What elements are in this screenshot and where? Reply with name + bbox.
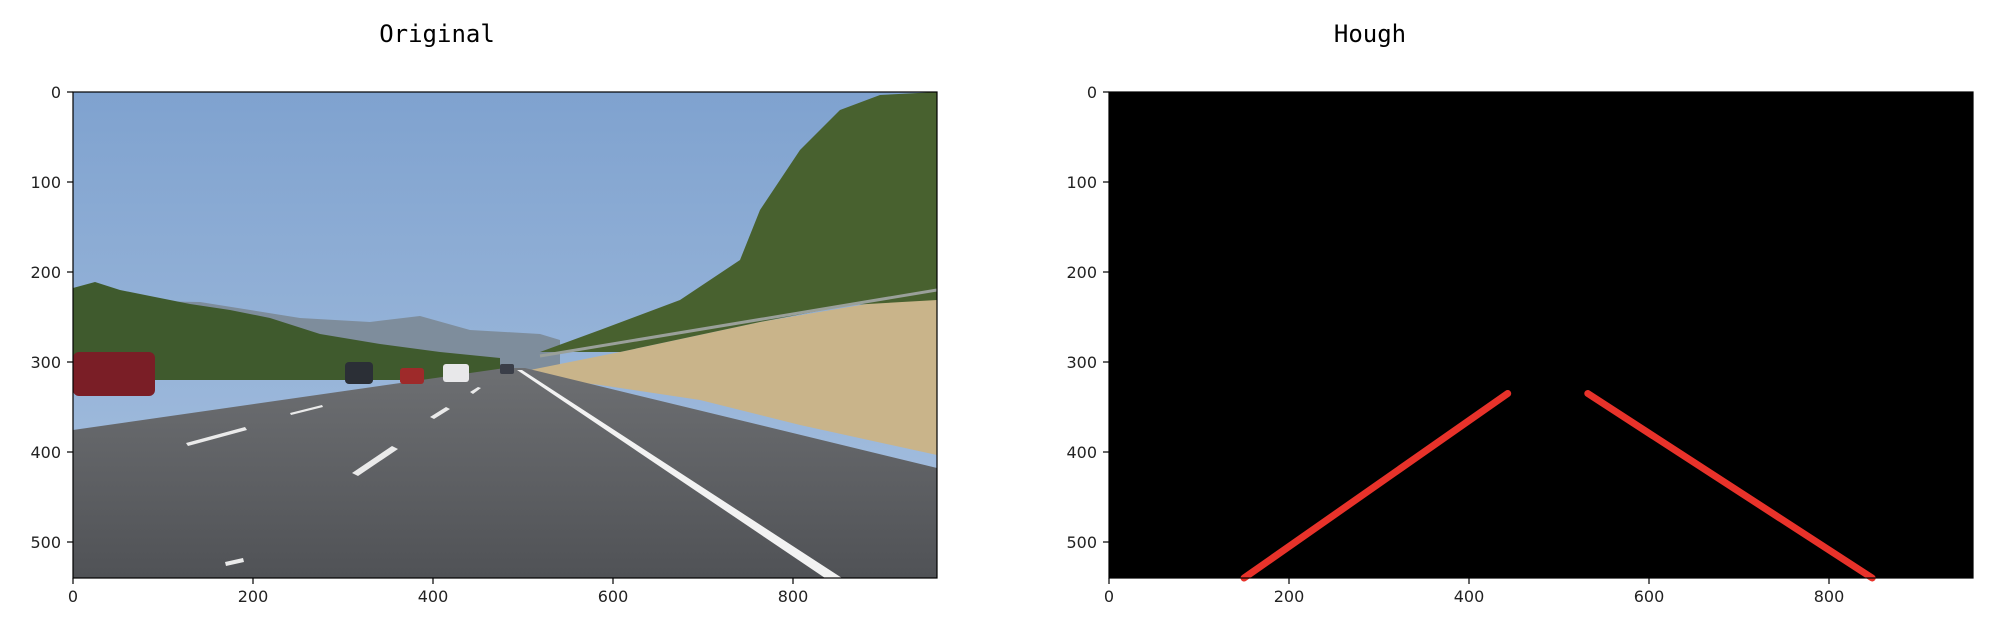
photo-road-scene — [73, 92, 937, 578]
x-tick-label: 400 — [418, 587, 449, 606]
y-tick-label: 0 — [51, 83, 61, 102]
y-tick-label: 300 — [1066, 353, 1097, 372]
road — [73, 368, 937, 578]
hough-line-right — [1584, 390, 1876, 582]
grass-right — [520, 292, 937, 455]
car-red — [400, 368, 424, 384]
x-tick-label: 600 — [598, 587, 629, 606]
x-tick-label: 600 — [1634, 587, 1665, 606]
car-white — [443, 364, 469, 382]
y-tick-label: 300 — [30, 353, 61, 372]
ticks-original: 0 200 400 600 800 0 100 200 300 400 500 — [30, 83, 808, 606]
panel-title-original: Original — [379, 20, 495, 48]
x-tick-label: 0 — [1104, 587, 1114, 606]
panel-hough: Hough 0 200 400 600 800 0 100 200 300 400 500 — [1066, 20, 1974, 606]
hough-image-background — [1109, 92, 1973, 578]
x-tick-label: 0 — [68, 587, 78, 606]
x-tick-label: 800 — [1814, 587, 1845, 606]
panel-original: Original — [30, 20, 938, 606]
car-dark — [345, 362, 373, 384]
fence — [539, 288, 937, 358]
x-tick-label: 800 — [778, 587, 809, 606]
hough-lines — [1240, 390, 1876, 582]
y-tick-label: 100 — [1066, 173, 1097, 192]
y-tick-label: 400 — [1066, 443, 1097, 462]
trees-left — [73, 282, 500, 380]
car-red-left — [73, 352, 155, 396]
panel-title-hough: Hough — [1334, 20, 1406, 48]
y-tick-label: 400 — [30, 443, 61, 462]
y-tick-label: 500 — [30, 533, 61, 552]
x-tick-label: 200 — [1274, 587, 1305, 606]
trees-right — [540, 92, 937, 352]
axes-frame-original — [72, 91, 938, 579]
axes-frame-hough — [1108, 91, 1974, 579]
x-tick-label: 200 — [238, 587, 269, 606]
y-tick-label: 500 — [1066, 533, 1097, 552]
y-tick-label: 0 — [1087, 83, 1097, 102]
lane-line-right — [517, 370, 842, 578]
ticks-hough: 0 200 400 600 800 0 100 200 300 400 500 — [1066, 83, 1844, 606]
car-far — [500, 364, 514, 374]
lane-dashes — [186, 387, 481, 566]
y-tick-label: 200 — [1066, 263, 1097, 282]
hough-line-left — [1240, 390, 1512, 582]
x-tick-label: 400 — [1454, 587, 1485, 606]
y-tick-label: 200 — [30, 263, 61, 282]
y-tick-label: 100 — [30, 173, 61, 192]
